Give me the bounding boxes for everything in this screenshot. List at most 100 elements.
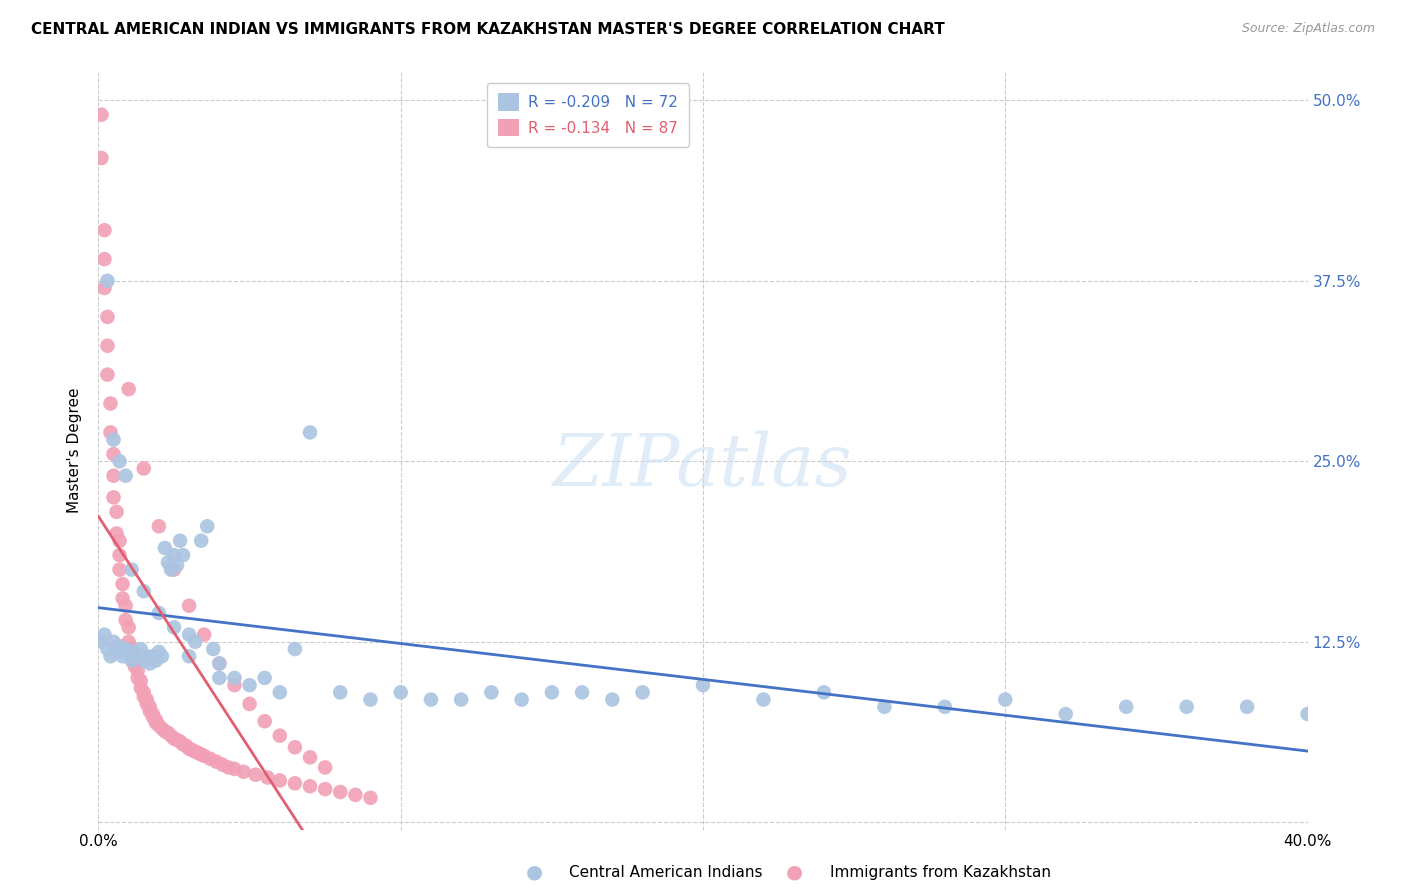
Point (269, 729, 291, 743)
Point (160, 729, 183, 743)
Y-axis label: Master's Degree: Master's Degree (67, 388, 83, 513)
Point (105, 526, 128, 541)
Point (127, 649, 149, 664)
Point (1236, 699, 1258, 714)
Point (121, 654, 143, 668)
Point (160, 563, 183, 577)
Point (124, 645, 146, 659)
Point (510, 692, 533, 706)
Point (148, 718, 170, 732)
Point (269, 685, 291, 699)
Point (124, 654, 146, 668)
Point (129, 681, 152, 695)
Point (148, 645, 170, 659)
Point (184, 745, 207, 759)
Point (108, 639, 131, 653)
Point (232, 764, 254, 779)
Text: ZIPatlas: ZIPatlas (553, 430, 853, 501)
Point (172, 548, 194, 562)
Point (132, 654, 155, 668)
Point (163, 563, 186, 577)
Point (202, 642, 225, 657)
Point (172, 737, 194, 751)
Point (108, 563, 131, 577)
Legend: R = -0.209   N = 72, R = -0.134   N = 87: R = -0.209 N = 72, R = -0.134 N = 87 (486, 83, 689, 147)
Point (108, 533, 131, 548)
Point (93, 627, 115, 641)
Point (135, 649, 157, 664)
Point (124, 659, 146, 673)
Point (208, 657, 231, 671)
Point (1115, 699, 1137, 714)
Point (1175, 699, 1198, 714)
Point (156, 555, 179, 569)
Point (205, 755, 228, 769)
Point (105, 505, 128, 519)
Point (150, 649, 173, 664)
Point (224, 678, 246, 692)
Point (96, 274, 118, 288)
Point (103, 433, 125, 447)
Point (166, 733, 188, 747)
Point (752, 692, 775, 706)
Point (103, 491, 125, 505)
Point (108, 454, 131, 468)
Point (139, 657, 162, 671)
Point (190, 533, 212, 548)
Point (190, 747, 212, 762)
Point (631, 685, 654, 699)
Point (329, 785, 352, 799)
Point (1296, 706, 1319, 721)
Point (108, 548, 131, 562)
Point (111, 591, 134, 606)
Point (100, 425, 122, 440)
Point (224, 671, 246, 685)
Point (299, 425, 322, 440)
Point (148, 519, 170, 533)
Point (481, 685, 503, 699)
Point (90, 108, 112, 122)
Point (132, 584, 155, 599)
Point (450, 692, 472, 706)
Point (163, 731, 186, 746)
Point (994, 692, 1017, 706)
Point (121, 642, 143, 657)
Point (118, 620, 141, 634)
Point (118, 645, 141, 659)
Point (256, 771, 278, 785)
Point (135, 697, 157, 711)
Point (284, 776, 307, 790)
Point (142, 649, 165, 664)
Point (96, 368, 118, 382)
Point (96, 310, 118, 324)
Point (934, 699, 956, 714)
Point (602, 692, 624, 706)
Text: Immigrants from Kazakhstan: Immigrants from Kazakhstan (830, 865, 1050, 880)
Point (169, 533, 191, 548)
Text: Source: ZipAtlas.com: Source: ZipAtlas.com (1241, 22, 1375, 36)
Point (127, 664, 149, 678)
Text: Central American Indians: Central American Indians (569, 865, 763, 880)
Point (114, 599, 136, 613)
Point (360, 790, 382, 805)
Point (217, 760, 239, 774)
Point (314, 760, 336, 774)
Point (169, 734, 191, 748)
Point (150, 722, 173, 736)
Point (540, 685, 562, 699)
Point (93, 281, 115, 295)
Point (193, 627, 215, 641)
Point (314, 782, 336, 797)
Text: ●: ● (786, 863, 803, 882)
Point (139, 699, 162, 714)
Point (100, 396, 122, 410)
Point (93, 252, 115, 266)
Point (269, 773, 291, 788)
Point (1054, 706, 1077, 721)
Point (93, 223, 115, 237)
Point (103, 447, 125, 461)
Point (156, 726, 179, 740)
Point (245, 767, 267, 781)
Point (135, 692, 157, 706)
Point (208, 671, 231, 685)
